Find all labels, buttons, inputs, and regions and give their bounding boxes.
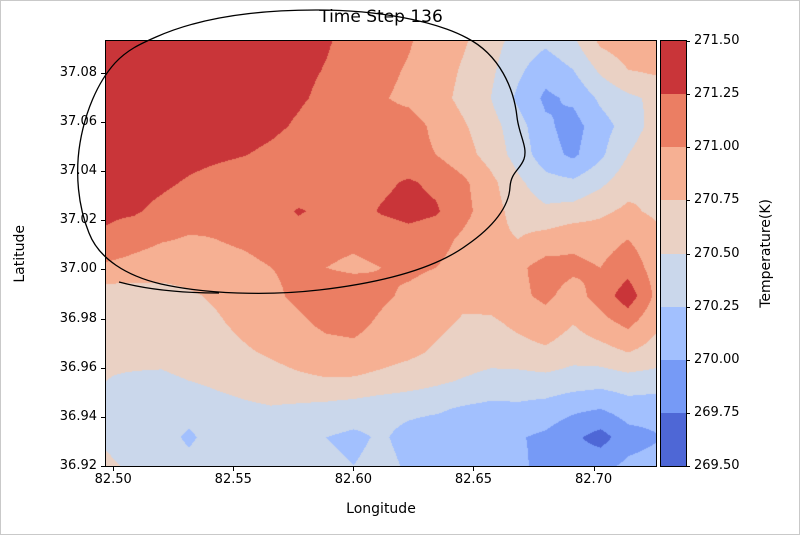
x-tick-label: 82.60 [334, 472, 372, 487]
colorbar-tick-label: 271.25 [694, 86, 740, 102]
colorbar-tick-label: 271.50 [694, 33, 740, 48]
y-tick-label: 37.00 [59, 261, 97, 277]
colorbar-segment [661, 147, 686, 201]
colorbar-segment [661, 200, 686, 255]
y-tick-mark [101, 367, 106, 369]
colorbar-tick-mark [686, 412, 690, 414]
y-axis-label: Latitude [12, 224, 28, 283]
colorbar-segment [661, 412, 686, 467]
x-tick-mark [233, 466, 235, 471]
y-tick-label: 36.98 [59, 310, 97, 326]
y-tick-mark [101, 72, 106, 74]
chart-title: Time Step 136 [319, 7, 443, 27]
x-tick-label: 82.70 [574, 472, 613, 487]
colorbar-tick-label: 270.00 [694, 351, 740, 367]
y-tick-label: 37.08 [59, 64, 97, 80]
colorbar-segment [661, 41, 686, 95]
colorbar-segment [661, 359, 686, 414]
colorbar-tick-label: 270.25 [694, 298, 740, 314]
x-axis-label: Longitude [346, 501, 416, 517]
colorbar-tick-mark [686, 253, 690, 255]
colorbar-segment [661, 306, 686, 361]
colorbar-tick-mark [686, 466, 690, 467]
y-tick-mark [101, 220, 106, 222]
x-tick-mark [353, 466, 355, 471]
colorbar-tick-mark [686, 200, 690, 202]
x-tick-label: 82.50 [94, 472, 132, 487]
y-tick-mark [101, 416, 106, 418]
colorbar-tick-mark [686, 147, 690, 149]
colorbar-tick-mark [686, 306, 690, 308]
y-tick-label: 37.06 [59, 114, 97, 130]
x-tick-mark [113, 466, 115, 471]
colorbar-tick-mark [686, 41, 690, 42]
y-tick-label: 37.02 [59, 212, 97, 228]
y-tick-label: 36.96 [59, 359, 97, 375]
colorbar-tick-label: 271.00 [694, 139, 740, 155]
y-tick-mark [101, 122, 106, 124]
colorbar-tick-label: 269.50 [694, 458, 740, 473]
colorbar-label: Temperature(K) [758, 199, 774, 308]
heatmap-plot-area [106, 41, 656, 466]
colorbar-tick-label: 270.50 [694, 245, 740, 261]
y-tick-mark [101, 318, 106, 320]
y-tick-label: 37.04 [59, 163, 97, 179]
y-axis-label-wrap: Latitude [7, 41, 33, 466]
colorbar-segment [661, 253, 686, 308]
colorbar-tick-label: 269.75 [694, 404, 740, 420]
colorbar-segment [661, 94, 686, 148]
y-tick-mark [101, 466, 106, 467]
x-tick-mark [593, 466, 595, 471]
y-tick-mark [101, 269, 106, 271]
x-tick-mark [473, 466, 475, 471]
y-tick-mark [101, 171, 106, 173]
colorbar-tick-mark [686, 359, 690, 361]
y-tick-label: 36.94 [59, 408, 97, 424]
x-tick-label: 82.55 [214, 472, 252, 487]
colorbar-tick-label: 270.75 [694, 192, 740, 208]
x-tick-label: 82.65 [454, 472, 493, 487]
y-tick-label: 36.92 [59, 458, 97, 473]
colorbar-tick-mark [686, 94, 690, 96]
colorbar-label-wrap: Temperature(K) [753, 41, 779, 466]
